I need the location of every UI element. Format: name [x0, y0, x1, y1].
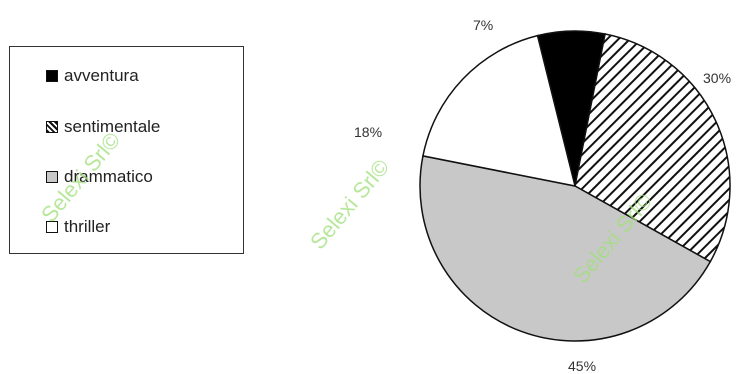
legend-label-thriller: thriller	[64, 217, 111, 236]
pie-slice-drammatico	[419, 155, 712, 342]
data-label-avventura: 7%	[473, 17, 494, 33]
legend-label-avventura: avventura	[64, 66, 139, 85]
legend-swatch-avventura	[46, 69, 58, 82]
data-label-sentimentale: 30%	[703, 70, 732, 86]
legend-swatch-drammatico	[46, 170, 58, 183]
legend-item-drammatico: drammatico	[46, 168, 153, 185]
data-label-thriller: 18%	[354, 124, 383, 140]
legend: avventura sentimentale drammatico thrill…	[9, 46, 244, 254]
legend-label-sentimentale: sentimentale	[64, 117, 161, 136]
legend-swatch-thriller	[46, 220, 58, 233]
legend-swatch-sentimentale	[46, 120, 58, 133]
legend-label-drammatico: drammatico	[64, 167, 153, 186]
pie-slice-sentimentale	[574, 33, 731, 263]
data-label-drammatico: 45%	[568, 358, 597, 374]
legend-item-sentimentale: sentimentale	[46, 118, 160, 135]
legend-item-thriller: thriller	[46, 218, 110, 235]
pie-slice-thriller	[422, 34, 577, 187]
legend-item-avventura: avventura	[46, 67, 139, 84]
